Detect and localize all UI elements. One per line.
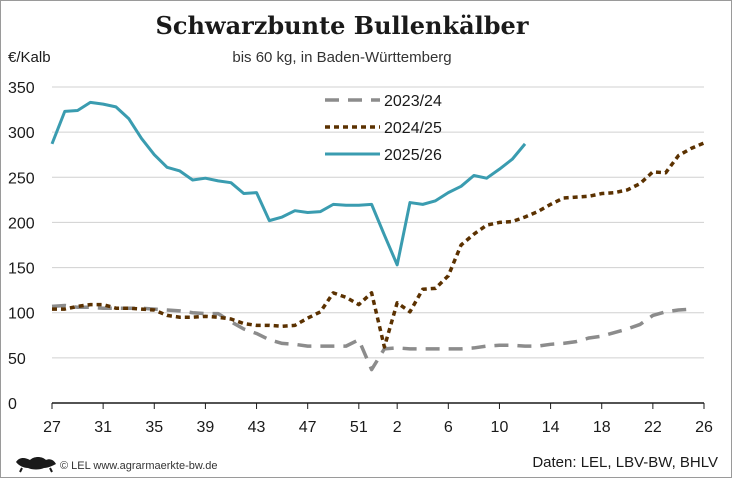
legend-label: 2023/24 [384, 93, 442, 110]
y-tick-label: 100 [8, 306, 35, 323]
x-tick-label: 6 [444, 419, 453, 436]
logo-icon [16, 457, 56, 473]
y-tick-label: 300 [8, 125, 35, 142]
y-tick-label: 50 [8, 351, 26, 368]
series-line-2023-24 [51, 303, 692, 372]
data-source-text: Daten: LEL, LBV-BW, BHLV [532, 454, 718, 471]
x-tick-label: 43 [248, 419, 266, 436]
x-tick-label: 18 [593, 419, 611, 436]
y-tick-label: 0 [8, 396, 17, 413]
legend-label: 2024/25 [384, 120, 442, 137]
chart-title: Schwarzbunte Bullenkälber [156, 11, 529, 40]
x-tick-label: 51 [350, 419, 368, 436]
y-tick-label: 350 [8, 80, 35, 97]
grid-lines [52, 86, 704, 404]
x-tick-label: 22 [644, 419, 662, 436]
legend-label: 2025/26 [384, 147, 442, 164]
series-lines [50, 100, 705, 372]
x-tick-label: 26 [695, 419, 713, 436]
x-tick-label: 39 [197, 419, 215, 436]
x-tick-label: 35 [145, 419, 163, 436]
chart-subtitle: bis 60 kg, in Baden-Württemberg [232, 49, 451, 66]
x-tick-label: 2 [393, 419, 402, 436]
copyright-text: © LEL www.agrarmaerkte-bw.de [60, 460, 218, 472]
x-tick-labels: 27 31 35 39 43 47 51 2 6 10 14 18 22 26 [43, 403, 713, 436]
y-tick-labels: 0 50 100 150 200 250 300 350 [8, 80, 35, 413]
y-axis-unit: €/Kalb [8, 49, 51, 66]
y-tick-label: 150 [8, 261, 35, 278]
x-tick-label: 31 [94, 419, 112, 436]
x-tick-label: 27 [43, 419, 61, 436]
series-line-2024-25 [52, 141, 705, 349]
y-tick-label: 250 [8, 170, 35, 187]
legend: 2023/24 2024/25 2025/26 [325, 93, 442, 164]
x-tick-label: 14 [542, 419, 560, 436]
y-tick-label: 200 [8, 215, 35, 232]
x-tick-label: 10 [491, 419, 509, 436]
x-tick-label: 47 [299, 419, 317, 436]
series-line-2025-26 [50, 100, 527, 267]
